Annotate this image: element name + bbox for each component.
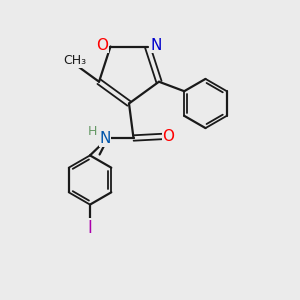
Text: N: N (99, 131, 111, 146)
Text: O: O (163, 129, 175, 144)
Text: I: I (88, 219, 92, 237)
Text: O: O (96, 38, 108, 52)
Text: N: N (150, 38, 162, 52)
Text: H: H (88, 125, 97, 138)
Text: CH₃: CH₃ (63, 54, 86, 67)
